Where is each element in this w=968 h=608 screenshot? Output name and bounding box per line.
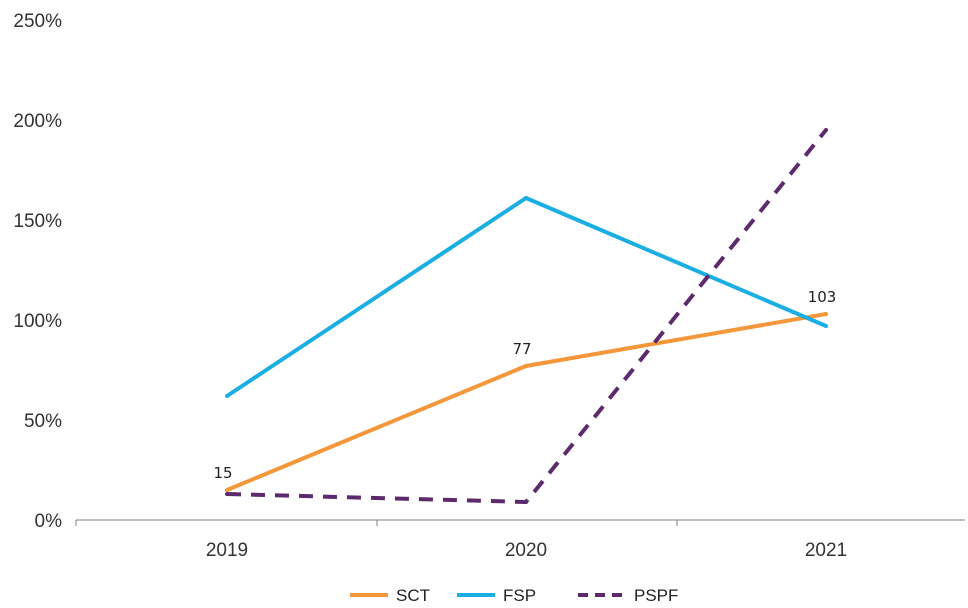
data-label-layer: 15 77 103	[213, 288, 836, 482]
y-tick-label: 0%	[35, 511, 63, 532]
y-tick-label: 150%	[13, 211, 62, 232]
legend-item-fsp: FSP	[457, 586, 536, 605]
legend-label: SCT	[396, 586, 430, 605]
data-label: 15	[213, 464, 232, 482]
legend: SCT FSP PSPF	[350, 586, 678, 605]
legend-label: PSPF	[634, 586, 678, 605]
x-tick-label: 2021	[805, 540, 847, 561]
y-tick-label: 200%	[13, 111, 62, 132]
x-tick-label: 2019	[206, 540, 248, 561]
series-point-sct	[824, 312, 828, 316]
series-point-fsp	[524, 196, 528, 200]
legend-label: FSP	[503, 586, 536, 605]
series-point-fsp	[824, 324, 828, 328]
series-layer	[225, 128, 828, 504]
series-point-sct	[225, 488, 229, 492]
legend-item-sct: SCT	[350, 586, 430, 605]
x-tick-label: 2020	[505, 540, 547, 561]
series-point-sct	[524, 364, 528, 368]
series-point-pspf	[824, 128, 828, 132]
axis-layer: 0% 50% 100% 150% 200% 250% 2019 2020 2021	[13, 11, 965, 561]
y-tick-label: 50%	[24, 411, 62, 432]
series-line-pspf	[226, 128, 828, 504]
data-label: 103	[808, 288, 837, 306]
y-tick-label: 250%	[13, 11, 62, 32]
data-label: 77	[512, 340, 531, 358]
series-point-pspf	[524, 500, 528, 504]
y-tick-label: 100%	[13, 311, 62, 332]
series-point-pspf	[225, 492, 229, 496]
series-point-fsp	[225, 394, 229, 398]
legend-item-pspf: PSPF	[578, 586, 678, 605]
